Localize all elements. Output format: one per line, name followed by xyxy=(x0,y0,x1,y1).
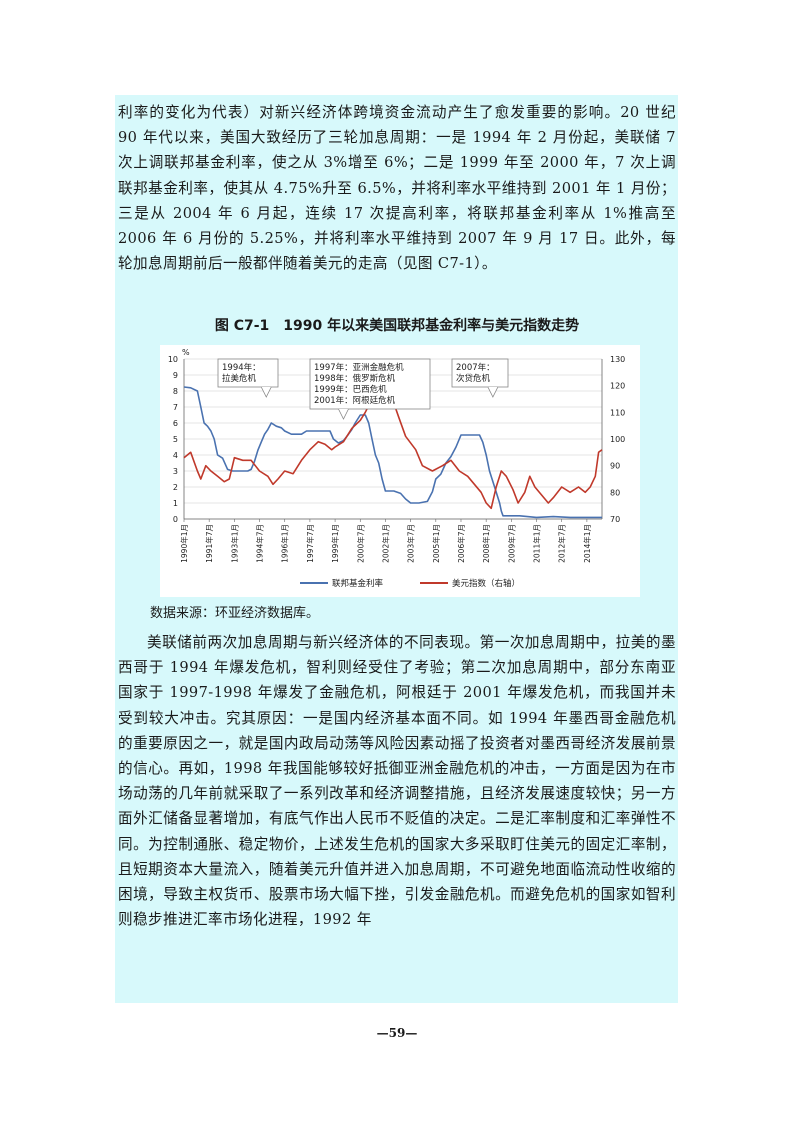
x-tick-label: 2008年1月 xyxy=(481,524,491,563)
y-left-tick-label: 9 xyxy=(173,371,178,380)
x-tick-label: 1991年7月 xyxy=(204,524,214,563)
chart-legend: 联邦基金利率 美元指数（右轴） xyxy=(300,578,520,589)
y-left-tick-label: 10 xyxy=(168,355,178,364)
legend-label: 联邦基金利率 xyxy=(332,578,384,589)
y-right-tick-label: 100 xyxy=(610,435,625,444)
legend-label: 美元指数（右轴） xyxy=(452,578,520,589)
x-tick-label: 1993年1月 xyxy=(229,524,239,563)
chart-container: 0 1 2 3 4 5 6 7 8 9 10% 70 80 90 100 110 120 130 1990年1月 19… xyxy=(160,345,640,597)
annotation-box xyxy=(451,358,509,388)
x-tick-label: 2000年7月 xyxy=(355,524,365,563)
y-right-tick-label: 110 xyxy=(610,408,625,417)
x-tick-label: 2005年1月 xyxy=(431,524,441,563)
page-number: —59— xyxy=(376,1026,418,1040)
y-right-tick-label: 70 xyxy=(610,515,620,524)
y-left-tick-label: 6 xyxy=(173,419,178,428)
x-tick-label: 1990年1月 xyxy=(179,524,189,563)
annotation-text: 1997年：亚洲金融危机 xyxy=(314,362,404,373)
y-right-tick-label: 80 xyxy=(610,488,620,497)
annotation-text: 2001年：阿根廷危机 xyxy=(314,395,396,406)
top-text-block: 利率的变化为代表）对新兴经济体跨境资金流动产生了愈发重要的影响。20 世纪 90… xyxy=(118,100,676,276)
y-left-tick-label: 5 xyxy=(173,435,178,444)
source-note: 数据来源：环亚经济数据库。 xyxy=(150,606,320,621)
x-tick-label: 2012年7月 xyxy=(557,524,567,563)
paragraph-top-1: 利率的变化为代表）对新兴经济体跨境资金流动产生了愈发重要的影响。20 世纪 90… xyxy=(118,104,676,273)
chart-svg: 0 1 2 3 4 5 6 7 8 9 10% 70 80 90 100 110 120 130 1990年1月 19… xyxy=(160,345,640,597)
x-tick-label: 2002年1月 xyxy=(380,524,390,563)
y-left-tick-label: 8 xyxy=(173,387,178,396)
y-left-tick-label: 4 xyxy=(173,451,178,460)
annotation-text: 2007年： xyxy=(456,362,495,373)
x-tick-label: 1999年1月 xyxy=(330,524,340,563)
x-tick-label: 1997年7月 xyxy=(305,524,315,563)
y-right-tick-label: 90 xyxy=(610,462,620,471)
annotation-text: 次贷危机 xyxy=(456,373,491,384)
x-tick-label: 2003年7月 xyxy=(406,524,416,563)
annotation-text: 1994年： xyxy=(222,362,261,373)
chart-axes: 0 1 2 3 4 5 6 7 8 9 10% 70 80 90 100 110 120 130 1990年1月 19… xyxy=(168,348,625,563)
paragraph-bottom-1: 美联储前两次加息周期与新兴经济体的不同表现。第一次加息周期中，拉美的墨西哥于 1… xyxy=(118,634,676,929)
annotation-text: 拉美危机 xyxy=(222,373,257,384)
y-right-tick-label: 130 xyxy=(610,355,625,364)
x-tick-label: 2009年7月 xyxy=(506,524,516,563)
chart-annotations: 1994年：拉美危机 1997年：亚洲金融危机1998年：俄罗斯危机1999年：巴… xyxy=(217,358,509,420)
y-left-tick-label: 2 xyxy=(173,483,178,492)
annotation-pointer xyxy=(487,386,499,398)
x-tick-label: 2011年1月 xyxy=(532,524,542,563)
annotation-text: 1998年：俄罗斯危机 xyxy=(314,373,396,384)
annotation-pointer xyxy=(338,408,349,420)
annotation-box xyxy=(309,358,431,410)
x-tick-label: 1994年7月 xyxy=(255,524,265,563)
x-tick-label: 1996年1月 xyxy=(280,524,290,563)
y-left-tick-label: 0 xyxy=(173,515,178,524)
x-tick-label: 2006年7月 xyxy=(456,524,466,563)
y-left-tick-label: 1 xyxy=(173,499,178,508)
figure-title: 图 C7-1 1990 年以来美国联邦基金利率与美元指数走势 xyxy=(214,318,580,334)
y-right-tick-label: 120 xyxy=(610,382,625,391)
x-tick-label: 2014年1月 xyxy=(582,524,592,563)
fed-funds-rate-line xyxy=(183,386,602,519)
annotation-box xyxy=(217,358,279,388)
annotation-text: 1999年：巴西危机 xyxy=(314,384,387,395)
y-left-tick-label: 3 xyxy=(173,467,178,476)
y-left-tick-label: 7 xyxy=(173,403,178,412)
annotation-pointer xyxy=(260,386,272,398)
bottom-text-block: 美联储前两次加息周期与新兴经济体的不同表现。第一次加息周期中，拉美的墨西哥于 1… xyxy=(118,630,676,932)
y-left-unit-label: % xyxy=(182,348,190,357)
